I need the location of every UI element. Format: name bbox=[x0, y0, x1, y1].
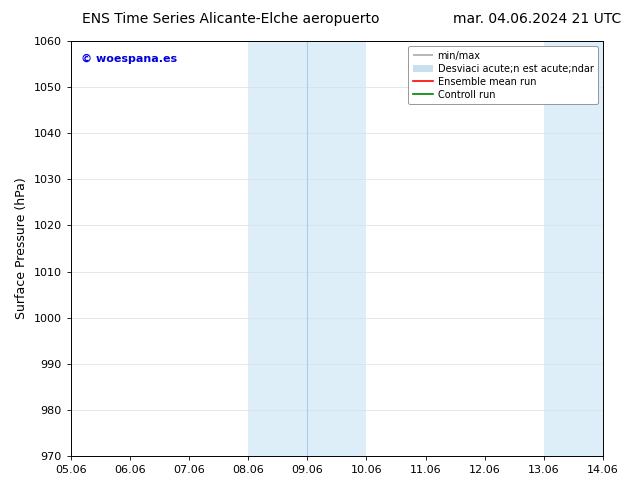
Bar bbox=[248, 41, 366, 456]
Text: ENS Time Series Alicante-Elche aeropuerto: ENS Time Series Alicante-Elche aeropuert… bbox=[82, 12, 380, 26]
Text: © woespana.es: © woespana.es bbox=[81, 53, 178, 64]
Bar bbox=[544, 41, 603, 456]
Legend: min/max, Desviaci acute;n est acute;ndar, Ensemble mean run, Controll run: min/max, Desviaci acute;n est acute;ndar… bbox=[408, 46, 598, 104]
Text: mar. 04.06.2024 21 UTC: mar. 04.06.2024 21 UTC bbox=[453, 12, 621, 26]
Y-axis label: Surface Pressure (hPa): Surface Pressure (hPa) bbox=[15, 178, 28, 319]
